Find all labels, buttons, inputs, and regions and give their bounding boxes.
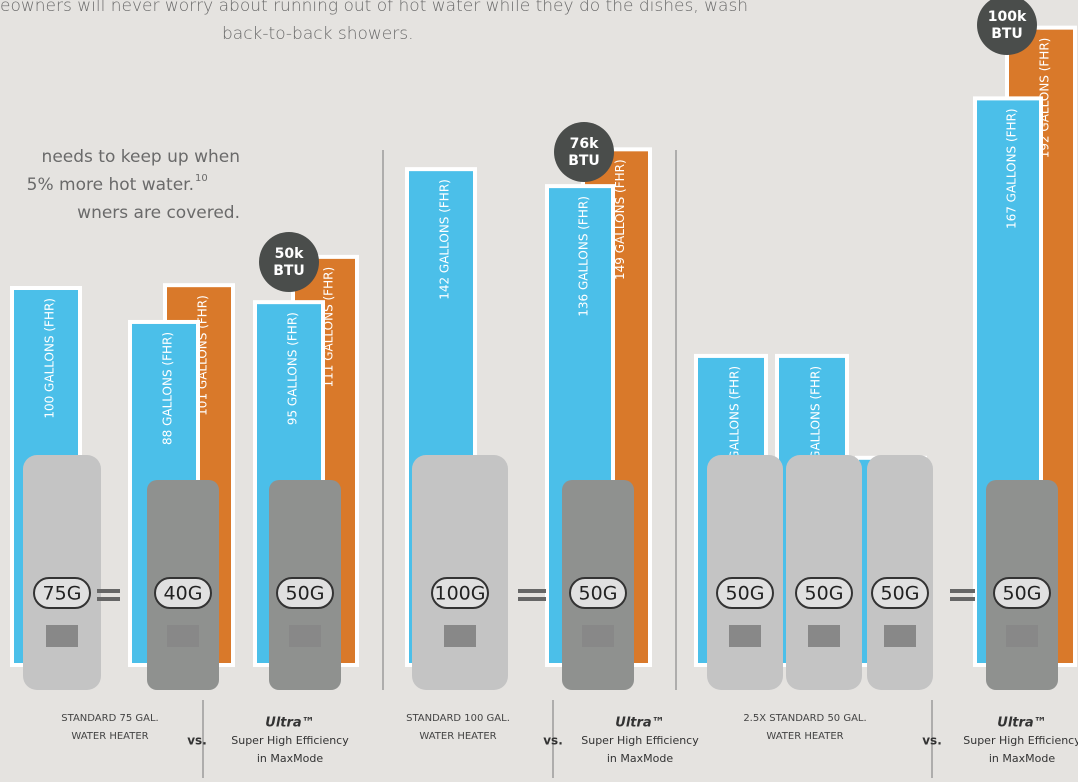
intro-text: back-to-back showers. (222, 24, 414, 44)
infographic: eowners will never worry about running o… (0, 0, 1078, 778)
equals (518, 597, 546, 601)
tank-panel (289, 625, 321, 647)
ultra-caption: in MaxMode (257, 752, 323, 765)
tank-size: 50G (881, 583, 920, 605)
badge-text: 50k (275, 246, 304, 262)
tank-panel (729, 625, 761, 647)
badge-text: BTU (991, 26, 1023, 42)
bar-label: 136 GALLONS (FHR) (577, 196, 591, 317)
equals (950, 589, 975, 593)
tank (867, 455, 933, 690)
tank-panel (1006, 625, 1038, 647)
badge-text: 100k (988, 9, 1027, 25)
caption: STANDARD 75 GAL. (61, 713, 158, 724)
tank-panel (167, 625, 199, 647)
caption: WATER HEATER (71, 731, 148, 742)
equals (518, 589, 546, 593)
equals (950, 597, 975, 601)
badge-text: 76k (570, 136, 599, 152)
ultra-caption: in MaxMode (989, 752, 1055, 765)
page: {"intro": {"top_lines": ["eowners will n… (0, 0, 1078, 778)
tank-size: 100G (435, 583, 486, 605)
tank-panel (46, 625, 78, 647)
vs: vs. (187, 734, 207, 748)
ultra-caption: in MaxMode (607, 752, 673, 765)
tank-size: 40G (164, 583, 203, 605)
vs: vs. (543, 734, 563, 748)
bar-label: 100 GALLONS (FHR) (43, 298, 57, 419)
bar-label: 142 GALLONS (FHR) (438, 179, 452, 300)
caption: STANDARD 100 GAL. (406, 713, 510, 724)
ultra-caption: Ultra™ (615, 716, 664, 731)
tank-panel (444, 625, 476, 647)
badge (554, 122, 614, 182)
ultra-caption: Ultra™ (997, 716, 1046, 731)
tank-size: 50G (1003, 583, 1042, 605)
tank-size: 50G (579, 583, 618, 605)
tank (786, 455, 862, 690)
tank-size: 75G (43, 583, 82, 605)
tank (23, 455, 101, 690)
tank-size: 50G (726, 583, 765, 605)
bar-label: 88 GALLONS (FHR) (161, 332, 175, 445)
tank-size: 50G (286, 583, 325, 605)
tank (707, 455, 783, 690)
badge (259, 232, 319, 292)
tank-panel (884, 625, 916, 647)
intro-text: needs to keep up when (42, 147, 240, 167)
caption: WATER HEATER (419, 731, 496, 742)
bar-label: 95 GALLONS (FHR) (286, 312, 300, 425)
intro-text: eowners will never worry about running o… (0, 0, 748, 16)
ultra-caption: Ultra™ (265, 716, 314, 731)
bar-label: 149 GALLONS (FHR) (613, 159, 627, 280)
badge-text: BTU (568, 153, 600, 169)
footnote: 10 (195, 173, 208, 184)
ultra-caption: Super High Efficiency (231, 734, 349, 747)
caption: 2.5X STANDARD 50 GAL. (743, 713, 866, 724)
equals (97, 597, 120, 601)
tank-size: 50G (805, 583, 844, 605)
vs: vs. (922, 734, 942, 748)
intro-text: wners are covered. (77, 203, 240, 223)
tank (412, 455, 508, 690)
tank-panel (582, 625, 614, 647)
tank-panel (808, 625, 840, 647)
equals (97, 589, 120, 593)
ultra-caption: Super High Efficiency (963, 734, 1078, 747)
ultra-caption: Super High Efficiency (581, 734, 699, 747)
caption: WATER HEATER (766, 731, 843, 742)
intro-text: 5% more hot water. (27, 175, 194, 195)
bar-label: 167 GALLONS (FHR) (1005, 108, 1019, 229)
badge-text: BTU (273, 263, 305, 279)
